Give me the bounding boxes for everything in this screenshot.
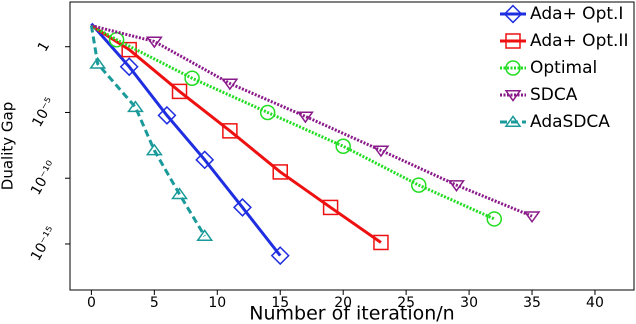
data-point — [259, 104, 276, 121]
series-line — [90, 24, 382, 244]
data-point — [119, 57, 139, 77]
x-tick-label: 30 — [460, 295, 478, 311]
data-point — [145, 36, 163, 49]
x-tick-label: 20 — [334, 295, 352, 311]
data-point — [127, 100, 144, 113]
data-point — [222, 123, 238, 139]
legend-marker — [504, 90, 522, 102]
x-tick-label: 25 — [397, 295, 415, 311]
data-point — [373, 234, 389, 251]
data-point — [184, 70, 200, 86]
series-line — [90, 22, 282, 257]
x-axis-label: Number of iteration/n — [249, 303, 454, 324]
x-tick-label: 40 — [586, 295, 604, 311]
y-tick-label: 10⁻¹⁵ — [28, 224, 60, 264]
data-point — [89, 56, 107, 69]
data-point — [296, 111, 314, 124]
series-line — [89, 25, 206, 237]
data-point — [448, 180, 465, 192]
legend-marker — [503, 4, 523, 24]
y-tick-label: 10⁻¹⁰ — [28, 158, 60, 198]
legend-marker — [504, 115, 522, 127]
legend-label: Ada+ Opt.II — [530, 31, 628, 51]
x-tick-label: 0 — [87, 295, 96, 311]
data-point — [145, 143, 163, 156]
legend-marker — [505, 33, 521, 49]
data-point — [410, 177, 427, 193]
data-point — [335, 138, 351, 154]
data-point — [372, 145, 390, 158]
data-point — [195, 150, 215, 170]
data-point — [486, 211, 503, 227]
y-tick-label: 1 — [35, 39, 53, 55]
data-point — [272, 164, 288, 180]
x-tick-label: 10 — [208, 295, 226, 311]
y-axis-label: Duality Gap — [0, 102, 17, 190]
data-point — [233, 197, 252, 217]
data-point — [523, 211, 541, 224]
legend-label: Optimal — [530, 58, 597, 78]
data-point — [196, 229, 214, 242]
data-point — [171, 83, 188, 100]
plot-frame — [69, 1, 635, 291]
data-point — [221, 78, 239, 91]
series-line — [91, 24, 533, 218]
legend-label: AdaSDCA — [530, 112, 610, 132]
data-point — [322, 199, 339, 216]
y-tick-label: 10⁻⁵ — [29, 95, 58, 130]
data-point — [157, 105, 177, 125]
legend-label: SDCA — [530, 85, 578, 105]
legend-marker — [505, 60, 521, 76]
x-tick-label: 5 — [150, 295, 159, 311]
data-point — [270, 246, 290, 266]
data-point — [171, 187, 188, 200]
series-line — [90, 24, 495, 221]
x-tick-label: 15 — [271, 295, 289, 311]
x-tick-label: 35 — [523, 295, 541, 311]
legend-label: Ada+ Opt.I — [530, 4, 623, 24]
